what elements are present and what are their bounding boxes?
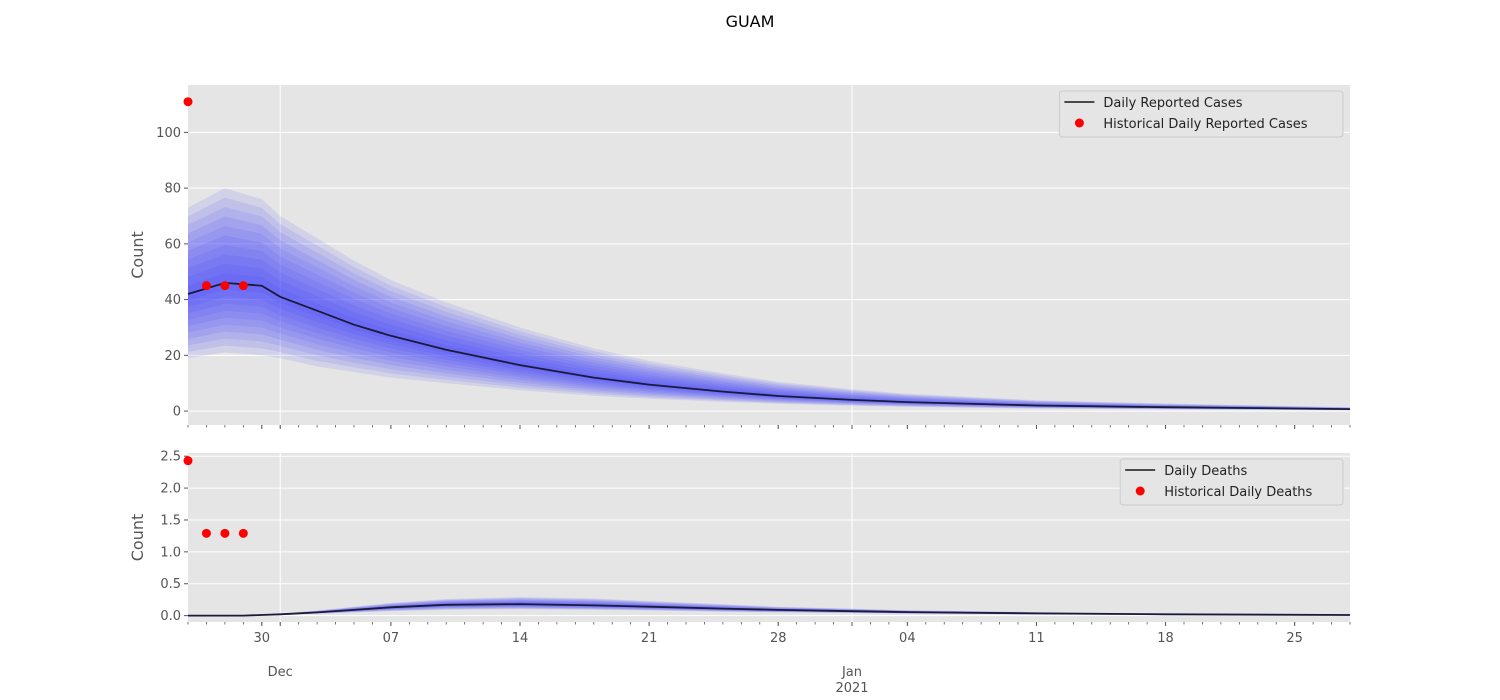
x-tick-label: 28 (770, 631, 787, 646)
plot-area (188, 85, 1350, 425)
x-month-label: Dec (268, 665, 293, 680)
x-month-label-line: Jan (841, 665, 862, 680)
historical-point (183, 456, 193, 466)
legend-point-swatch (1135, 486, 1145, 496)
y-tick-label: 0 (173, 405, 181, 420)
x-tick-label: 25 (1286, 631, 1303, 646)
x-tick-label: 14 (512, 631, 529, 646)
uncertainty-band (188, 207, 1350, 410)
y-tick-label: 1.5 (160, 513, 181, 528)
x-tick-label: 07 (383, 631, 400, 646)
x-month-label-line: 2021 (835, 681, 868, 696)
y-tick-label: 80 (164, 182, 181, 197)
x-tick-label: 21 (641, 631, 658, 646)
x-tick-label: 30 (254, 631, 271, 646)
uncertainty-band (188, 226, 1350, 410)
y-tick-label: 0.5 (160, 577, 181, 592)
x-tick-label: 18 (1157, 631, 1174, 646)
historical-point (220, 281, 230, 291)
historical-point (220, 528, 230, 538)
uncertainty-band (188, 216, 1350, 410)
historical-point (201, 528, 211, 538)
y-tick-label: 0.0 (160, 609, 181, 624)
x-month-label: Jan 2021 (835, 665, 868, 696)
legend-label: Historical Daily Deaths (1164, 485, 1312, 500)
uncertainty-band (188, 273, 1350, 410)
legend: Daily Reported Cases Historical Daily Rep… (1058, 90, 1344, 138)
panel-2: 0.0 0.5 1.0 1.5 2.0 2.5 30 07 14 21 28 04 11 18 25 Dec J… (128, 450, 1351, 696)
x-tick-label: 11 (1028, 631, 1045, 646)
historical-point (238, 281, 248, 291)
x-tick-label: 04 (899, 631, 916, 646)
y-tick-label: 2.5 (160, 450, 181, 465)
x-month-label-line: Dec (268, 665, 293, 680)
historical-point (238, 528, 248, 538)
legend-label: Historical Daily Reported Cases (1103, 117, 1307, 132)
forecast-median-line (187, 281, 1351, 410)
forecast-median-line (188, 603, 1351, 617)
y-axis-label: Count (128, 231, 147, 279)
y-tick-label: 40 (164, 293, 181, 308)
y-tick-label: 20 (164, 349, 181, 364)
legend-label: Daily Deaths (1164, 464, 1247, 479)
y-axis-label: Count (128, 514, 147, 562)
historical-point (183, 97, 193, 107)
uncertainty-band (188, 188, 1350, 411)
uncertainty-band (188, 599, 1350, 616)
legend-point-swatch (1074, 118, 1084, 128)
chart-title: GUAM (726, 12, 775, 31)
y-tick-label: 100 (156, 126, 181, 141)
uncertainty-band (188, 597, 1350, 616)
y-tick-label: 2.0 (160, 482, 181, 497)
historical-point (201, 281, 211, 291)
legend-box (1058, 90, 1344, 138)
panel-1: 0 20 40 60 80 100 Count Daily Reported Cases His… (128, 85, 1351, 429)
legend-box (1119, 458, 1344, 506)
uncertainty-band (188, 598, 1350, 616)
legend-label: Daily Reported Cases (1103, 96, 1242, 111)
uncertainty-band (188, 245, 1350, 410)
uncertainty-band (188, 597, 1350, 616)
y-tick-label: 1.0 (160, 545, 181, 560)
y-tick-label: 60 (164, 237, 181, 252)
uncertainty-band (188, 254, 1350, 410)
uncertainty-band (188, 235, 1350, 410)
uncertainty-band (188, 263, 1350, 410)
legend: Daily Deaths Historical Daily Deaths (1119, 458, 1344, 506)
